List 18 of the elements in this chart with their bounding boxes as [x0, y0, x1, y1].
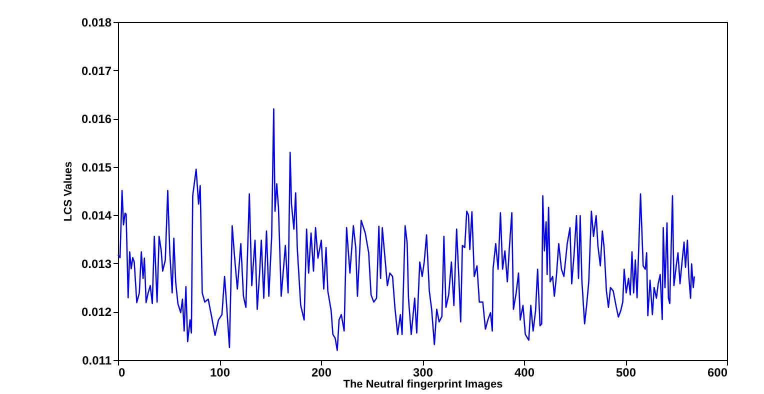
x-tick-label: 200 — [311, 366, 332, 380]
x-tick-label: 600 — [707, 366, 728, 380]
y-tick-label: 0.011 — [82, 354, 112, 368]
y-tick-label: 0.016 — [81, 112, 112, 126]
x-tick-label: 400 — [514, 366, 535, 380]
x-tick-label: 500 — [616, 366, 636, 380]
y-tick-label: 0.013 — [81, 256, 112, 271]
x-tick-label: 300 — [412, 366, 434, 380]
y-axis-title: LCS Values — [62, 162, 74, 222]
y-tick-label: 0.017 — [81, 64, 112, 78]
y-tick-label: 0.018 — [81, 16, 112, 30]
x-tick-label: 0 — [118, 366, 126, 380]
line-series — [117, 108, 695, 351]
y-tick-label: 0.015 — [81, 160, 112, 174]
x-axis-title: The Neutral fingerprint Images — [343, 378, 503, 390]
y-tick-label: 0.014 — [81, 208, 112, 223]
y-tick-label: 0.012 — [81, 305, 112, 320]
x-tick-label: 100 — [210, 366, 230, 380]
